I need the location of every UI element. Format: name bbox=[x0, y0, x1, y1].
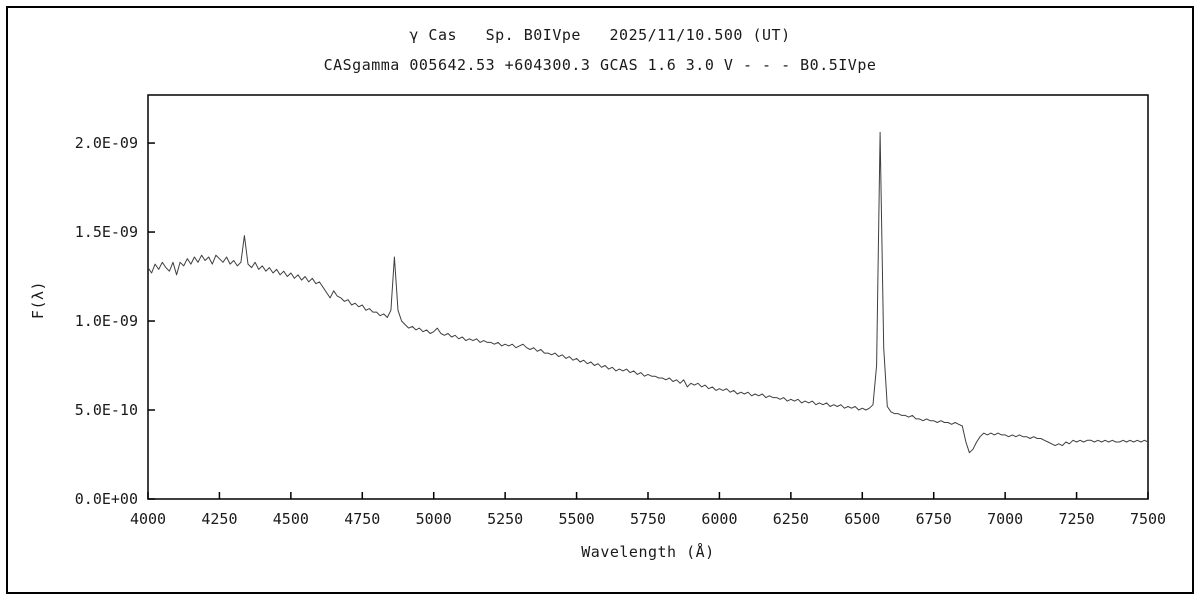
x-tick-label: 6250 bbox=[773, 510, 809, 528]
x-tick-label: 5000 bbox=[416, 510, 452, 528]
x-tick-label: 4250 bbox=[201, 510, 237, 528]
x-tick-label: 4750 bbox=[344, 510, 380, 528]
plot-box bbox=[147, 94, 1149, 500]
x-tick-label: 7500 bbox=[1130, 510, 1166, 528]
y-tick-label: 1.5E-09 bbox=[75, 223, 138, 241]
chart-subtitle: CASgamma 005642.53 +604300.3 GCAS 1.6 3.… bbox=[323, 56, 877, 74]
x-tick-label: 7000 bbox=[987, 510, 1023, 528]
spectrum-line bbox=[147, 131, 1149, 454]
y-tick-label: 2.0E-09 bbox=[75, 134, 138, 152]
x-tick-label: 4000 bbox=[130, 510, 166, 528]
x-tick-label: 5750 bbox=[630, 510, 666, 528]
x-tick-label: 4500 bbox=[273, 510, 309, 528]
x-tick-label: 6750 bbox=[916, 510, 952, 528]
x-tick-label: 5500 bbox=[559, 510, 595, 528]
x-tick-label: 7250 bbox=[1059, 510, 1095, 528]
y-tick-label: 5.0E-10 bbox=[75, 401, 138, 419]
y-tick-label: 0.0E+00 bbox=[75, 490, 138, 508]
outer-border bbox=[6, 6, 1194, 594]
x-tick-label: 6500 bbox=[844, 510, 880, 528]
x-tick-label: 5250 bbox=[487, 510, 523, 528]
x-axis-label: Wavelength (Å) bbox=[581, 543, 715, 561]
y-tick-label: 1.0E-09 bbox=[75, 312, 138, 330]
chart-title: γ Cas Sp. B0IVpe 2025/11/10.500 (UT) bbox=[409, 26, 791, 44]
x-tick-label: 6000 bbox=[701, 510, 737, 528]
